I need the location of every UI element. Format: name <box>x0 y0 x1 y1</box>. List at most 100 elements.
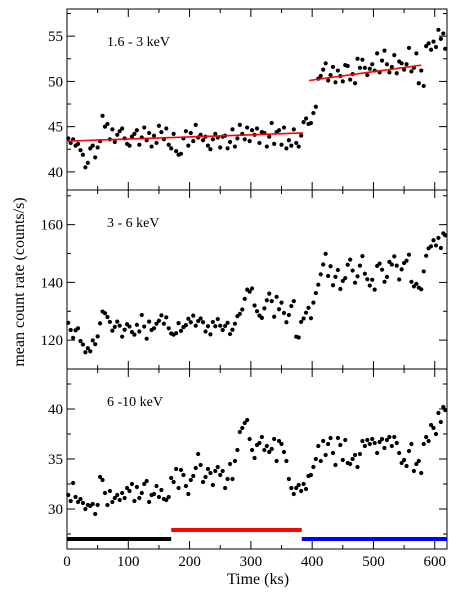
data-point <box>105 121 110 127</box>
data-point <box>227 139 233 145</box>
data-point <box>308 316 314 321</box>
data-point <box>137 329 142 334</box>
data-point <box>178 467 184 473</box>
data-point <box>66 320 71 325</box>
data-point <box>169 146 174 151</box>
data-point <box>171 131 176 136</box>
data-point <box>367 283 372 288</box>
data-point <box>247 436 252 442</box>
y-tick-label: 30 <box>48 502 63 518</box>
data-point <box>78 338 83 344</box>
data-point <box>156 494 162 500</box>
data-point <box>316 282 321 287</box>
data-point <box>205 324 211 329</box>
data-point <box>350 268 355 273</box>
data-point <box>340 79 345 84</box>
data-point <box>424 434 429 440</box>
data-point <box>85 346 90 351</box>
data-point <box>360 254 365 259</box>
data-point <box>443 46 448 51</box>
data-point <box>196 451 201 457</box>
data-point <box>345 262 350 267</box>
data-point <box>257 440 262 446</box>
data-point <box>325 273 331 279</box>
data-point <box>323 61 328 66</box>
data-point <box>279 441 284 447</box>
data-point <box>102 311 108 316</box>
data-point <box>235 136 240 141</box>
data-point <box>171 479 176 485</box>
data-point <box>95 334 100 339</box>
data-point <box>370 62 375 67</box>
data-point <box>382 445 387 451</box>
data-point <box>166 326 171 331</box>
data-point <box>316 443 321 449</box>
data-point <box>267 449 272 455</box>
data-point <box>88 349 93 354</box>
data-point <box>352 452 358 458</box>
y-tick-label: 55 <box>48 29 63 45</box>
data-point <box>279 300 284 305</box>
data-point <box>306 305 311 310</box>
data-point <box>387 70 392 75</box>
data-point <box>151 491 157 497</box>
data-point <box>355 274 360 279</box>
data-point <box>259 315 265 320</box>
data-point <box>340 278 345 284</box>
data-point <box>433 243 439 248</box>
data-point <box>110 328 115 333</box>
data-point <box>100 113 105 118</box>
data-point <box>181 472 186 478</box>
data-point <box>80 500 86 506</box>
data-point <box>325 78 331 83</box>
data-point <box>392 53 397 58</box>
data-point <box>303 116 309 121</box>
data-point <box>340 457 345 463</box>
data-point <box>382 279 387 284</box>
data-point <box>68 327 73 333</box>
data-point <box>223 485 228 491</box>
data-point <box>112 495 117 501</box>
data-point <box>325 441 331 447</box>
data-point <box>264 144 269 149</box>
data-point <box>68 498 73 504</box>
data-point <box>242 137 247 142</box>
data-point <box>409 69 414 74</box>
data-point <box>105 502 110 508</box>
data-point <box>348 461 353 467</box>
data-point <box>401 457 407 463</box>
data-point <box>132 131 137 136</box>
data-point <box>333 80 338 85</box>
data-point <box>183 323 189 328</box>
y-tick-label: 160 <box>41 218 64 234</box>
data-point <box>428 244 434 249</box>
data-point <box>269 446 274 452</box>
data-point <box>289 303 294 309</box>
data-point <box>132 332 137 337</box>
data-point <box>90 143 95 148</box>
data-point <box>213 324 218 329</box>
data-point <box>406 45 412 51</box>
data-point <box>154 321 159 326</box>
data-point <box>370 436 375 442</box>
data-point <box>218 323 223 328</box>
data-point <box>308 472 314 478</box>
data-point <box>218 145 223 150</box>
data-point <box>443 233 448 238</box>
data-point <box>308 120 314 126</box>
data-point <box>215 316 220 322</box>
data-point <box>147 319 152 324</box>
data-point <box>406 448 412 454</box>
data-point <box>127 488 132 494</box>
data-point <box>399 460 404 466</box>
data-point <box>193 465 198 471</box>
data-point <box>210 137 215 142</box>
data-point <box>394 263 399 268</box>
data-point <box>289 143 294 148</box>
data-point <box>357 451 363 457</box>
data-point <box>399 267 404 272</box>
data-point <box>249 447 255 453</box>
panel-label: 6 -10 keV <box>107 395 163 410</box>
data-point <box>365 437 370 443</box>
data-point <box>80 152 86 157</box>
